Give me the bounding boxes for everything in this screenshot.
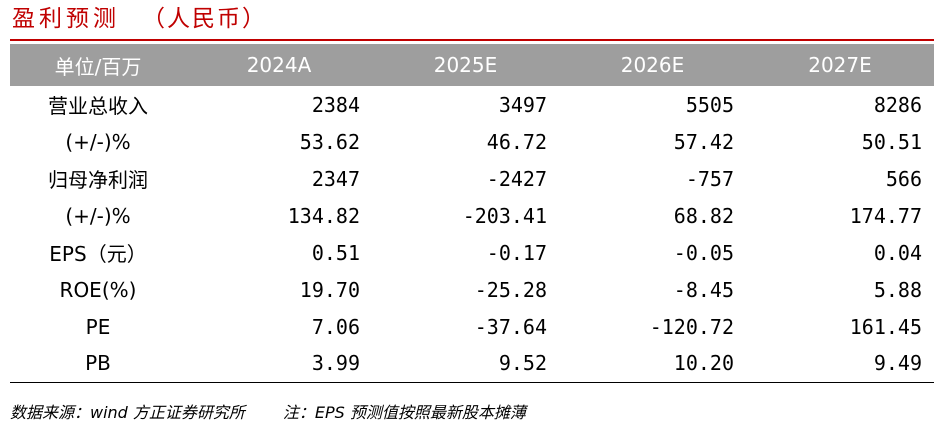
title-main: 盈利预测 xyxy=(12,6,120,32)
cell-value: 5505 xyxy=(685,92,734,117)
table-row-net-profit: 归母净利润 2347 -2427 -757 566 xyxy=(10,160,934,197)
cell-value: 566 xyxy=(885,166,922,191)
table-footer: 数据来源：wind 方正证券研究所 注：EPS 预测值按照最新股本摊薄 xyxy=(10,399,526,423)
header-row: 单位/百万 2024A 2025E 2026E 2027E xyxy=(10,44,934,86)
earnings-forecast-table: 单位/百万 2024A 2025E 2026E 2027E 营业总收入 2384… xyxy=(10,44,934,383)
cell-value: 161.45 xyxy=(849,314,922,339)
cell-value: -0.17 xyxy=(486,240,547,265)
table-body: 营业总收入 2384 3497 5505 8286 (+/-)% 53.62 4… xyxy=(10,86,934,383)
cell-value: -8.45 xyxy=(673,277,734,302)
cell-value: 2384 xyxy=(311,92,360,117)
cell-value: -0.05 xyxy=(673,240,734,265)
cell-value: 174.77 xyxy=(849,203,922,228)
cell-value: 9.52 xyxy=(372,345,559,383)
header-year-2025e: 2025E xyxy=(433,53,498,77)
table-row-net-profit-growth: (+/-)% 134.82 -203.41 68.82 174.77 xyxy=(10,197,934,234)
row-label: (+/-)% xyxy=(65,203,131,228)
row-label: EPS（元） xyxy=(49,242,147,266)
cell-value: 57.42 xyxy=(673,129,734,154)
data-source-note: 数据来源：wind 方正证券研究所 xyxy=(10,403,245,422)
table-row-revenue: 营业总收入 2384 3497 5505 8286 xyxy=(10,86,934,123)
cell-value: 53.62 xyxy=(299,129,360,154)
title-unit: （人民币） xyxy=(142,6,267,32)
table-row-eps: EPS（元） 0.51 -0.17 -0.05 0.04 xyxy=(10,234,934,271)
table-row-pb: PB 3.99 9.52 10.20 9.49 xyxy=(10,345,934,383)
cell-value: -2427 xyxy=(486,166,547,191)
table-row-revenue-growth: (+/-)% 53.62 46.72 57.42 50.51 xyxy=(10,123,934,160)
cell-value: -37.64 xyxy=(474,314,547,339)
cell-value: 10.20 xyxy=(559,345,746,383)
cell-value: 2347 xyxy=(311,166,360,191)
cell-value: -757 xyxy=(685,166,734,191)
cell-value: 3.99 xyxy=(186,345,372,383)
cell-value: 8286 xyxy=(873,92,922,117)
cell-value: 0.51 xyxy=(311,240,360,265)
eps-note: 注：EPS 预测值按照最新股本摊薄 xyxy=(282,403,526,422)
row-label: (+/-)% xyxy=(65,129,131,154)
cell-value: 50.51 xyxy=(861,129,922,154)
cell-value: -203.41 xyxy=(462,203,547,228)
row-label: 营业总收入 xyxy=(48,94,148,118)
cell-value: 5.88 xyxy=(873,277,922,302)
cell-value: 7.06 xyxy=(311,314,360,339)
table-title: 盈利预测 （人民币） xyxy=(12,2,267,36)
table-row-roe: ROE(%) 19.70 -25.28 -8.45 5.88 xyxy=(10,271,934,308)
header-year-2024a: 2024A xyxy=(246,53,312,77)
row-label: PB xyxy=(10,345,186,383)
cell-value: -25.28 xyxy=(474,277,547,302)
row-label: PE xyxy=(85,314,111,339)
cell-value: 134.82 xyxy=(287,203,360,228)
cell-value: -120.72 xyxy=(649,314,734,339)
row-label: 归母净利润 xyxy=(48,168,148,192)
table-header: 单位/百万 2024A 2025E 2026E 2027E xyxy=(10,44,934,86)
title-divider xyxy=(10,39,934,41)
cell-value: 9.49 xyxy=(746,345,934,383)
cell-value: 46.72 xyxy=(486,129,547,154)
cell-value: 68.82 xyxy=(673,203,734,228)
row-label: ROE(%) xyxy=(59,277,137,302)
header-unit: 单位/百万 xyxy=(54,54,142,79)
cell-value: 0.04 xyxy=(873,240,922,265)
cell-value: 19.70 xyxy=(299,277,360,302)
header-year-2027e: 2027E xyxy=(808,53,872,77)
table-row-pe: PE 7.06 -37.64 -120.72 161.45 xyxy=(10,308,934,345)
cell-value: 3497 xyxy=(498,92,547,117)
header-year-2026e: 2026E xyxy=(620,53,685,77)
